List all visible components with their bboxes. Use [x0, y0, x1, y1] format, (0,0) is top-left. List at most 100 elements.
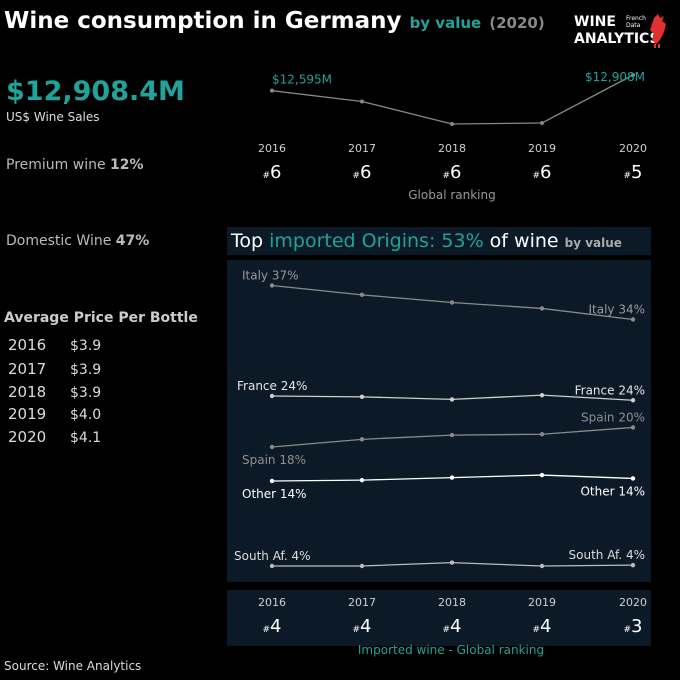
series-point — [269, 393, 275, 399]
premium-value: 12% — [110, 157, 144, 173]
ranking-prefix: # — [443, 171, 451, 181]
ranking-prefix: # — [533, 625, 541, 635]
series-point — [630, 398, 636, 403]
ranking-value: #5 — [624, 162, 643, 183]
imported-ranking-year: 2020 — [619, 596, 647, 609]
series-point — [539, 432, 545, 437]
imports-title-highlight: imported Origins: 53% — [269, 230, 484, 252]
total-sales-label: US$ Wine Sales — [6, 110, 100, 124]
ranking-year-label: 2019 — [528, 142, 556, 155]
ranking-value: #6 — [263, 162, 282, 183]
sales-point — [270, 88, 274, 93]
imported-ranking-value: #4 — [263, 616, 282, 637]
series-start-label: Other 14% — [242, 487, 307, 501]
series-point — [269, 563, 275, 569]
logo-tag2: Data — [626, 22, 641, 29]
series-point — [359, 394, 365, 400]
series-point — [359, 477, 365, 483]
series-point — [539, 306, 545, 311]
series-start-label: Spain 18% — [242, 453, 306, 467]
total-sales-value: $12,908.4M — [6, 76, 185, 107]
sales-start-label: $12,595M — [272, 73, 332, 87]
ranking-year-label: 2018 — [438, 142, 466, 155]
sales-point — [540, 120, 544, 125]
ranking-number: 3 — [631, 616, 642, 637]
sales-point — [450, 122, 454, 126]
imported-ranking-value: #4 — [443, 616, 462, 637]
series-point — [539, 472, 545, 478]
source-note: Source: Wine Analytics — [4, 659, 142, 673]
logo-tag1: French — [626, 15, 646, 22]
ranking-number: 4 — [450, 616, 461, 637]
series-point — [449, 432, 455, 438]
domestic-share: Domestic Wine 47% — [6, 233, 149, 249]
series-end-label: South Af. 4% — [569, 548, 646, 562]
ranking-prefix: # — [263, 625, 271, 635]
ranking-prefix: # — [533, 171, 541, 181]
logo-line1: WINE — [574, 14, 616, 30]
ranking-prefix: # — [353, 625, 361, 635]
title-subtitle: by value — [409, 14, 482, 32]
imports-title-post: of wine — [483, 230, 565, 252]
avg-price-row: 2019 $4.0 — [8, 405, 102, 423]
series-point — [269, 478, 275, 484]
imports-ranking-box: 2016 #4 2017 #4 2018 #4 2019 #4 2020 #3 — [227, 590, 651, 646]
avg-price-row: 2020 $4.1 — [8, 428, 102, 446]
series-point — [449, 397, 455, 402]
imported-ranking-year: 2018 — [438, 596, 466, 609]
ranking-prefix: # — [443, 625, 451, 635]
series-point — [449, 475, 455, 480]
domestic-value: 47% — [115, 233, 150, 249]
ranking-value: #6 — [353, 162, 372, 183]
series-point — [630, 476, 636, 481]
premium-share: Premium wine 12% — [6, 157, 144, 173]
ranking-caption: Global ranking — [408, 188, 496, 202]
series-point — [449, 560, 455, 565]
ranking-year-label: 2016 — [258, 142, 286, 155]
imported-ranking-year: 2017 — [348, 596, 376, 609]
ranking-prefix: # — [624, 625, 632, 635]
logo-line2: ANALYTICS — [574, 31, 660, 47]
ranking-number: 4 — [540, 616, 551, 637]
imported-ranking-value: #4 — [353, 616, 372, 637]
ranking-value: #6 — [443, 162, 462, 183]
series-point — [630, 425, 636, 430]
ranking-number: 6 — [270, 162, 281, 183]
ranking-number: 4 — [270, 616, 281, 637]
series-point — [359, 437, 365, 442]
title-main: Wine consumption in Germany — [4, 8, 402, 34]
series-point — [630, 562, 636, 568]
series-point — [539, 392, 545, 398]
series-point — [539, 563, 545, 569]
premium-label: Premium wine — [6, 157, 106, 173]
series-point — [630, 317, 636, 322]
imported-ranking-value: #3 — [624, 616, 643, 637]
series-start-label: France 24% — [237, 379, 307, 393]
avg-price-row: 2017 $3.9 — [8, 360, 102, 378]
domestic-label: Domestic Wine — [6, 233, 112, 249]
ranking-prefix: # — [353, 171, 361, 181]
ranking-number: 6 — [360, 162, 371, 183]
imports-title-pre: Top — [231, 230, 270, 252]
ranking-year-label: 2017 — [348, 142, 376, 155]
imported-ranking-year: 2016 — [258, 596, 286, 609]
imports-ranking-caption: Imported wine - Global ranking — [357, 643, 545, 657]
sales-line-chart: $12,595M $12,908M 2016 #6 2017 #6 2018 #6 2019 #6… — [258, 70, 647, 202]
avg-price-row: 2018 $3.9 — [8, 383, 102, 401]
ranking-prefix: # — [263, 171, 271, 181]
series-point — [269, 444, 275, 450]
ranking-number: 6 — [540, 162, 551, 183]
series-end-label: Spain 20% — [581, 410, 645, 424]
imports-line-chart: Italy 37% Italy 34% France 24% France 24% Sp… — [227, 260, 651, 582]
series-point — [449, 300, 455, 305]
sales-point — [631, 73, 635, 77]
imports-title: Top imported Origins: 53% of wine by val… — [227, 227, 651, 255]
ranking-year-label: 2020 — [619, 142, 647, 155]
page-title: Wine consumption in Germany by value (20… — [4, 8, 545, 34]
series-end-label: Italy 34% — [588, 303, 645, 317]
imported-ranking-year: 2019 — [528, 596, 556, 609]
series-end-label: France 24% — [575, 383, 645, 397]
avg-price-title: Average Price Per Bottle — [4, 310, 198, 326]
imports-title-small: by value — [564, 236, 622, 250]
series-point — [359, 563, 365, 569]
